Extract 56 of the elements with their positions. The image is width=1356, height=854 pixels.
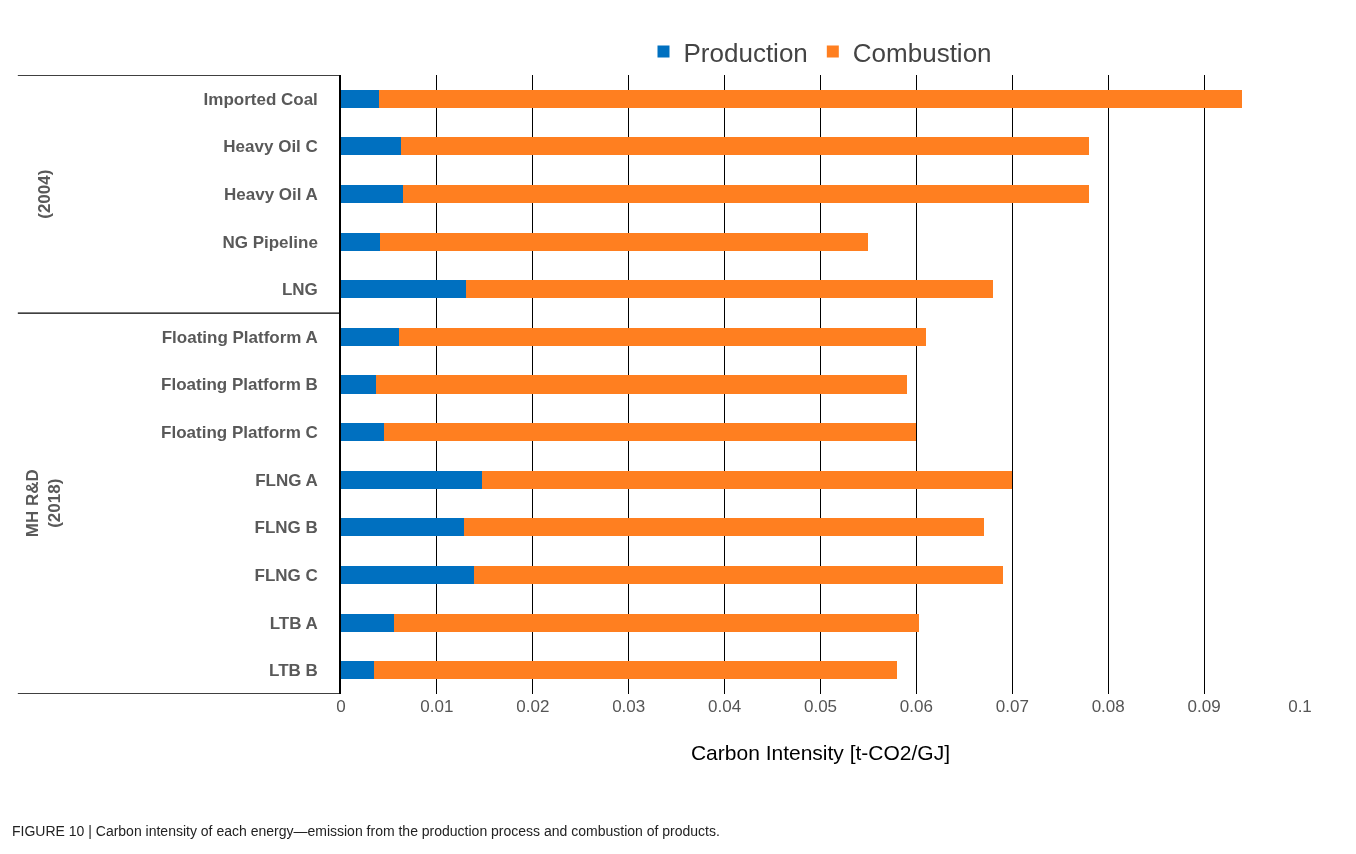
x-tick-label: 0.09 [1187,697,1221,716]
bar [341,184,404,204]
x-tick-label: 0.04 [708,697,742,716]
bar [341,613,394,632]
bar [474,565,1003,585]
bar [375,375,907,394]
y-tick-label: LNG [281,280,318,300]
bar [341,375,376,394]
bar [380,232,869,251]
bar [341,280,466,299]
y-tick-label: Floating Platform C [161,423,318,443]
x-tick-label: 0.05 [803,697,838,716]
bar [341,327,399,346]
bar [341,89,380,108]
text: MH R&D (2018) [23,469,65,538]
bar [384,423,917,442]
x-tick-label: 0.08 [1091,697,1125,716]
bar [481,470,1013,489]
bar [379,89,1243,108]
bar [341,661,374,680]
bar [341,470,482,489]
bar [341,565,475,585]
y-tick-label: Heavy Oil C [223,137,318,157]
y-tick-label: Floating Platform A [161,327,318,347]
bar [398,327,926,346]
y-tick-label: Floating Platform B [161,375,318,395]
bar [341,518,464,537]
bar [341,137,402,156]
x-tick-label: 0.07 [995,697,1029,716]
y-tick-label: FLNG C [254,565,318,585]
y-tick-label: NG Pipeline [222,232,318,252]
text: (2004) [34,169,54,219]
x-axis-title: Carbon Intensity [t-CO2/GJ] [690,741,951,765]
x-tick-label: 0.01 [420,697,454,716]
caption: FIGURE 10 | Carbon intensity of each energy—emission from the production process and combustion of products. [12,823,720,839]
bar [401,137,1090,156]
x-tick-label: 0 [336,697,346,716]
bar [373,661,898,680]
y-tick-label: FLNG B [254,518,318,538]
legend-label: Production [683,37,808,68]
y-tick-label: FLNG A [255,470,318,490]
bar [465,280,994,299]
y-tick-label: LTB B [269,661,318,681]
bar [463,518,984,537]
x-tick-label: 0.06 [899,697,933,716]
y-tick-label: Imported Coal [203,89,318,109]
x-tick-label: 0.03 [612,697,646,716]
bar [393,613,920,632]
x-tick-label: 0.1 [1288,697,1312,716]
y-tick-label: Heavy Oil A [223,184,318,204]
legend-label: Combustion [852,37,992,68]
bar [341,423,385,442]
x-tick-label: 0.02 [516,697,550,716]
y-tick-label: LTB A [269,613,318,633]
bar [403,184,1090,204]
bar [341,232,381,251]
